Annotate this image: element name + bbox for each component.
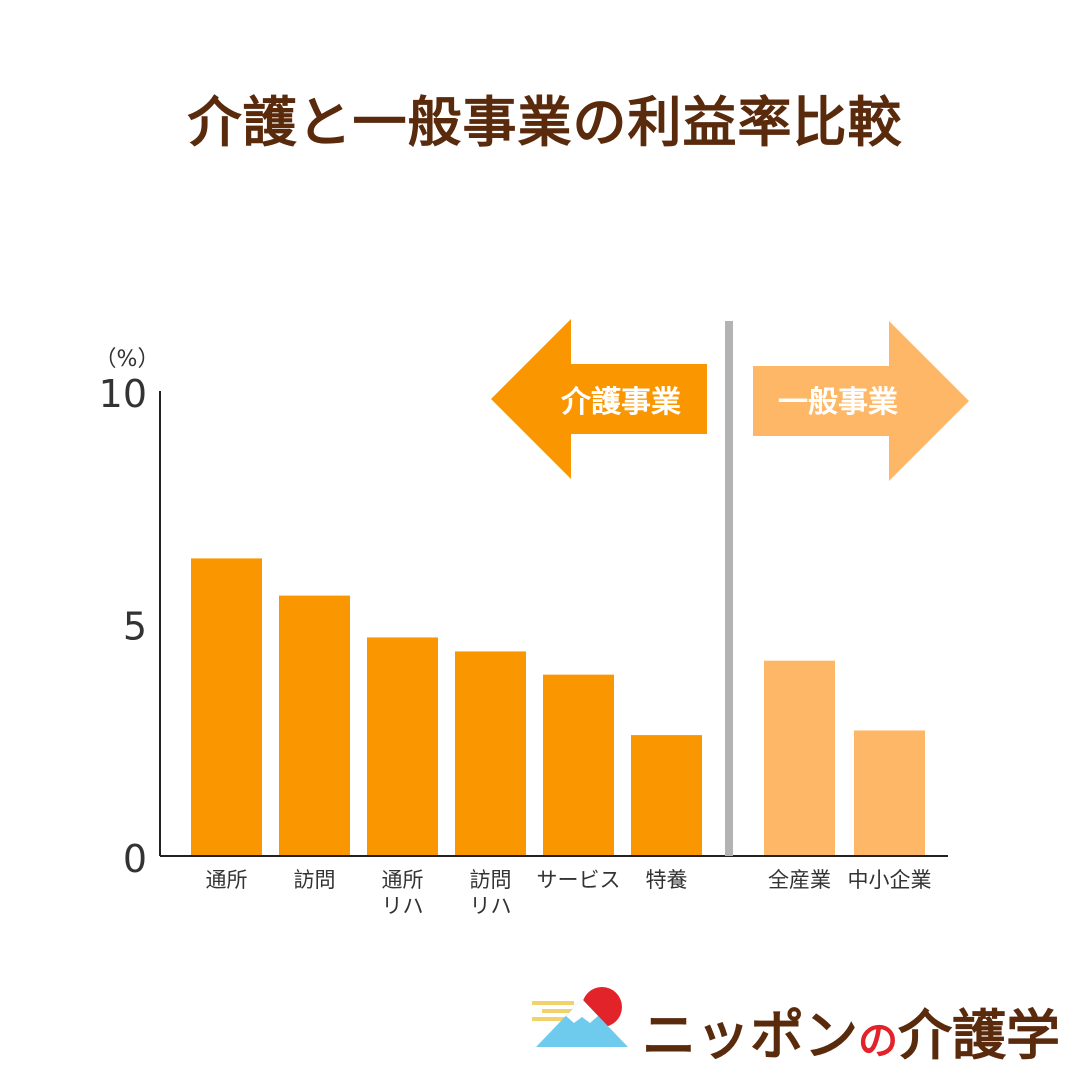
category-label-0-3: 訪問リハ (470, 868, 512, 918)
category-label-0-0: 通所 (206, 868, 248, 892)
y-tick-label-5: 5 (123, 605, 147, 649)
category-label-0-5: 特養 (646, 868, 688, 892)
left-arrow-icon (491, 319, 707, 479)
bar-0-4 (543, 674, 614, 856)
bar-1-0 (764, 660, 835, 856)
logo-part3: 介護学 (898, 1004, 1060, 1067)
category-label-1-0: 全産業 (768, 868, 831, 892)
bar-1-1 (854, 730, 925, 856)
brand-logo: ニッポンの介護学 (532, 985, 1072, 1067)
right-arrow-icon (753, 321, 969, 481)
y-tick-label-10: 10 (99, 372, 147, 416)
category-label-0-2: 通所リハ (382, 868, 424, 918)
logo-text: ニッポンの介護学 (642, 991, 1060, 1070)
bar-0-2 (367, 637, 438, 856)
category-label-1-1: 中小企業 (848, 868, 932, 892)
page-title: 介護と一般事業の利益率比較 (187, 91, 903, 154)
y-unit-label: （%） (95, 347, 160, 372)
bar-0-5 (631, 735, 702, 856)
mount-fuji-icon (532, 987, 628, 1047)
y-tick-label-0: 0 (123, 837, 147, 881)
group-label-general: 一般事業 (778, 385, 898, 420)
logo-part1: ニッポン (642, 1004, 858, 1067)
category-label-0-1: 訪問 (294, 868, 336, 892)
category-label-0-4: サービス (537, 868, 621, 892)
logo-part2: の (858, 1018, 898, 1064)
group-label-care: 介護事業 (560, 385, 681, 420)
bar-0-0 (191, 558, 262, 856)
bar-0-3 (455, 651, 526, 856)
bar-0-1 (279, 595, 350, 856)
